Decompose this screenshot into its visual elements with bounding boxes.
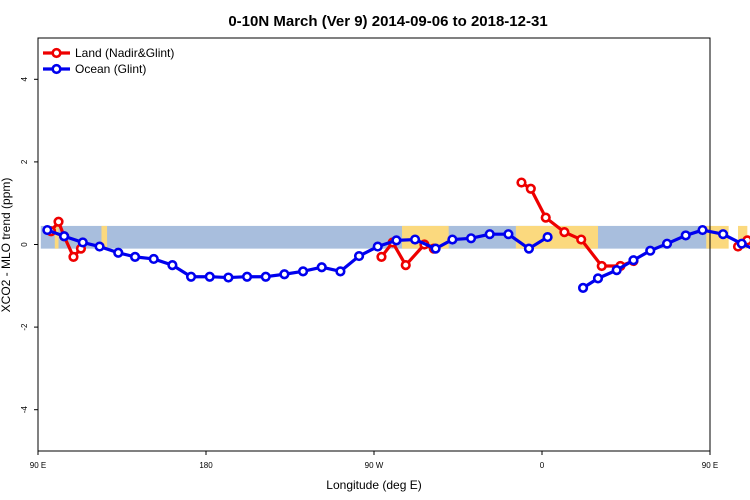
data-point [279, 269, 290, 280]
data-point [94, 241, 105, 252]
data-point [540, 212, 551, 223]
legend-marker [51, 47, 62, 59]
data-point [53, 216, 64, 227]
data-point [628, 255, 639, 266]
data-point [335, 266, 346, 277]
data-point [400, 260, 411, 271]
series-line [520, 181, 635, 268]
data-point [717, 229, 729, 240]
data-point [113, 247, 124, 258]
legend-item: Ocean (Glint) [43, 62, 146, 76]
y-axis-label: XCO2 - MLO trend (ppm) [0, 178, 13, 313]
data-point [353, 250, 365, 262]
land-band-segment [101, 225, 108, 249]
x-tick-label: 0 [540, 461, 545, 470]
data-point [59, 231, 70, 242]
data-point [260, 271, 271, 282]
data-point [68, 251, 79, 262]
chart-title: 0-10N March (Ver 9) 2014-09-06 to 2018-1… [228, 13, 547, 30]
y-tick-label: -4 [20, 406, 29, 414]
data-point [577, 282, 589, 293]
data-point [316, 262, 327, 273]
series-line [582, 228, 750, 290]
data-point [525, 183, 536, 194]
data-point [372, 241, 383, 252]
data-point [223, 272, 234, 283]
series-ocean-glint- [42, 224, 750, 293]
data-point [391, 235, 402, 246]
legend-marker [51, 63, 62, 75]
x-tick-label: 90 E [702, 461, 718, 470]
land-band-segment [738, 225, 748, 249]
legend-label: Ocean (Glint) [75, 62, 146, 76]
data-point [77, 237, 88, 248]
series-layer [42, 177, 750, 293]
data-point [592, 273, 604, 284]
land-band-segment [54, 225, 59, 249]
legend-item: Land (Nadir&Glint) [43, 46, 174, 60]
data-point [241, 271, 253, 282]
data-point [376, 251, 387, 262]
data-point [523, 243, 535, 254]
y-tick-label: -2 [20, 323, 29, 331]
y-tick-label: 4 [20, 77, 29, 82]
y-tick-label: 0 [20, 242, 29, 247]
data-point [185, 271, 197, 282]
x-tick-label: 180 [199, 461, 213, 470]
data-point [736, 238, 747, 249]
data-point [503, 229, 514, 240]
data-point [645, 245, 656, 256]
x-tick-label: 90 E [30, 461, 46, 470]
data-point [559, 227, 570, 238]
data-point [129, 251, 141, 262]
data-point [697, 224, 708, 236]
legend: Land (Nadir&Glint) Ocean (Glint) [43, 46, 174, 76]
data-point [576, 234, 587, 245]
data-point [661, 238, 673, 249]
data-point [297, 266, 309, 277]
data-point [42, 224, 53, 236]
data-point [484, 229, 495, 240]
data-point [430, 243, 441, 254]
data-point [596, 260, 607, 272]
x-axis-label: Longitude (deg E) [326, 478, 421, 492]
data-point [465, 233, 477, 244]
data-point [409, 234, 421, 245]
axis-ticks: 90 E 180 90 W 0 90 E -4 -2 0 2 4 [20, 77, 718, 470]
data-point [447, 234, 458, 245]
data-point [680, 230, 691, 241]
data-point [542, 231, 553, 243]
y-tick-label: 2 [20, 159, 29, 164]
data-point [611, 265, 622, 276]
data-point [516, 177, 527, 188]
data-point [167, 260, 178, 271]
data-point [148, 253, 159, 265]
legend-label: Land (Nadir&Glint) [75, 46, 174, 60]
x-tick-label: 90 W [365, 461, 384, 470]
series-line [46, 228, 549, 280]
data-point [204, 271, 215, 282]
